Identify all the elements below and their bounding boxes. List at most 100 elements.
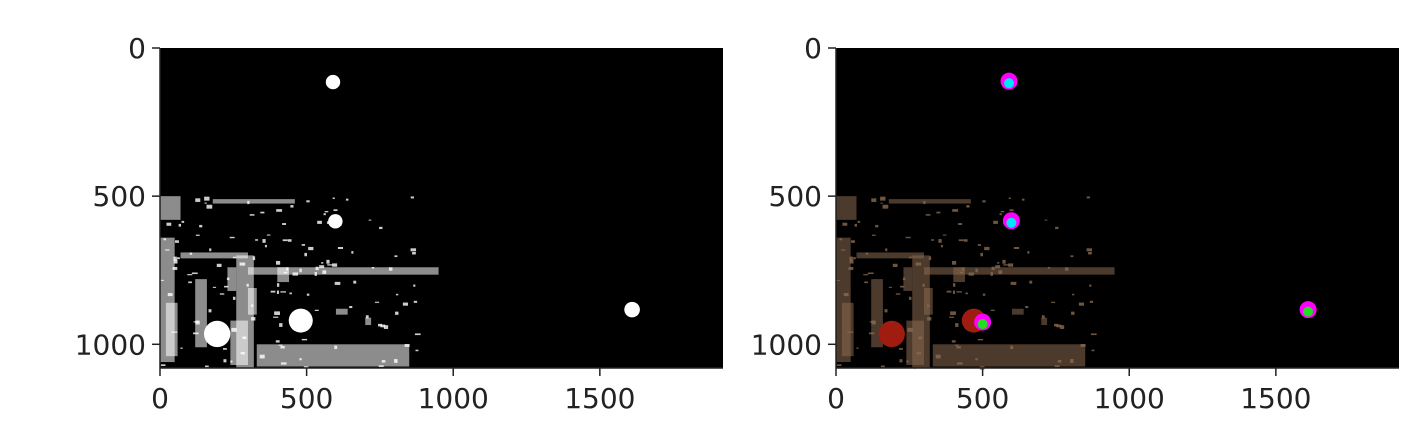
right-noise-speck (1025, 305, 1029, 309)
left-noise-speck (282, 239, 288, 242)
right-noise-rect (856, 252, 924, 259)
right-y-tick-label: 1000 (751, 328, 822, 361)
left-noise-speck (174, 240, 179, 243)
left-noise-speck (191, 272, 198, 275)
left-noise-speck (229, 236, 235, 239)
right-noise-speck (977, 244, 982, 246)
right-noise-speck (927, 317, 932, 321)
left-noise-speck (251, 317, 256, 321)
right-noise-speck (1091, 349, 1095, 352)
right-noise-speck (952, 283, 956, 287)
left-noise-speck (280, 346, 285, 349)
left-noise-speck (395, 293, 399, 296)
right-noise-speck (880, 202, 883, 204)
right-noise-speck (951, 340, 956, 343)
left-noise-speck (173, 256, 177, 261)
right-noise-speck (898, 348, 903, 350)
left-noise-speck (353, 280, 357, 284)
right-noise-speck (1008, 263, 1014, 267)
left-noise-speck (204, 365, 209, 368)
left-noise-speck (232, 256, 237, 259)
left-noise-speck (317, 220, 322, 224)
right-noise-speck (922, 283, 925, 287)
left-noise-speck (166, 222, 172, 226)
left-noise-rect (180, 252, 248, 259)
left-noise-speck (178, 223, 181, 227)
right-y-tick-label: 500 (769, 180, 822, 213)
right-noise-rect (1041, 317, 1048, 326)
left-noise-speck (402, 302, 409, 306)
left-noise-speck (206, 204, 213, 209)
left-noise-speck (223, 359, 227, 363)
white-blob (624, 301, 640, 318)
right-noise-speck (956, 291, 963, 293)
left-noise-speck (286, 267, 289, 271)
right-noise-speck (1027, 251, 1030, 254)
left-noise-speck (299, 358, 302, 361)
left-noise-speck (282, 223, 287, 225)
right-noise-speck (1088, 251, 1092, 255)
left-y-tick-label: 0 (128, 32, 146, 65)
right-noise-speck (936, 211, 941, 214)
left-noise-speck (374, 301, 380, 303)
right-noise-speck (1009, 209, 1014, 212)
left-noise-rect (230, 320, 248, 366)
left-noise-speck (160, 279, 164, 281)
right-noise-speck (899, 359, 903, 363)
right-noise-speck (864, 281, 868, 284)
right-noise-rect (888, 199, 971, 204)
right-noise-speck (841, 249, 846, 251)
right-noise-speck (1090, 333, 1097, 336)
left-noise-speck (173, 259, 178, 264)
left-noise-speck (395, 311, 399, 315)
right-noise-speck (1071, 311, 1075, 315)
right-noise-speck (875, 224, 879, 228)
left-noise-speck (275, 340, 280, 343)
left-noise-speck (388, 267, 393, 271)
left-noise-speck (195, 198, 201, 202)
left-noise-rect (256, 344, 410, 367)
left-noise-speck (249, 214, 255, 216)
right-noise-speck (869, 332, 875, 335)
left-noise-speck (231, 327, 237, 332)
right-noise-speck (975, 268, 978, 273)
right-noise-speck (956, 346, 961, 349)
right-x-tick-label: 0 (827, 382, 845, 415)
left-noise-speck (165, 249, 170, 251)
left-noise-speck (219, 293, 225, 295)
left-noise-speck (378, 323, 383, 327)
left-noise-speck (180, 347, 183, 349)
left-noise-speck (276, 290, 280, 294)
right-noise-speck (1080, 344, 1086, 347)
right-noise-speck (1059, 325, 1065, 329)
right-noise-speck (965, 292, 968, 295)
right-noise-speck (849, 259, 854, 264)
left-noise-speck (208, 309, 212, 313)
left-noise-speck (304, 252, 307, 257)
right-noise-speck (849, 256, 853, 261)
right-noise-speck (931, 239, 935, 241)
left-x-tick-label: 0 (151, 382, 169, 415)
left-noise-rect (247, 288, 257, 315)
right-noise-speck (1086, 196, 1090, 199)
right-noise-rect (932, 344, 1086, 367)
right-noise-speck (892, 263, 898, 267)
right-noise-speck (847, 331, 854, 333)
left-noise-speck (383, 325, 389, 329)
left-noise-speck (306, 293, 310, 296)
left-noise-rect (365, 317, 372, 326)
left-noise-speck (292, 272, 299, 276)
right-noise-speck (995, 265, 1001, 269)
left-noise-speck (232, 296, 236, 300)
right-noise-speck (923, 200, 926, 205)
left-x-tick-label: 1000 (418, 382, 489, 415)
left-noise-rect (165, 302, 178, 357)
left-noise-speck (287, 239, 292, 242)
right-noise-speck (1070, 255, 1074, 258)
right-noise-speck (1086, 248, 1093, 252)
left-noise-speck (276, 283, 280, 287)
left-noise-speck (270, 290, 276, 293)
right-noise-speck (982, 293, 986, 296)
